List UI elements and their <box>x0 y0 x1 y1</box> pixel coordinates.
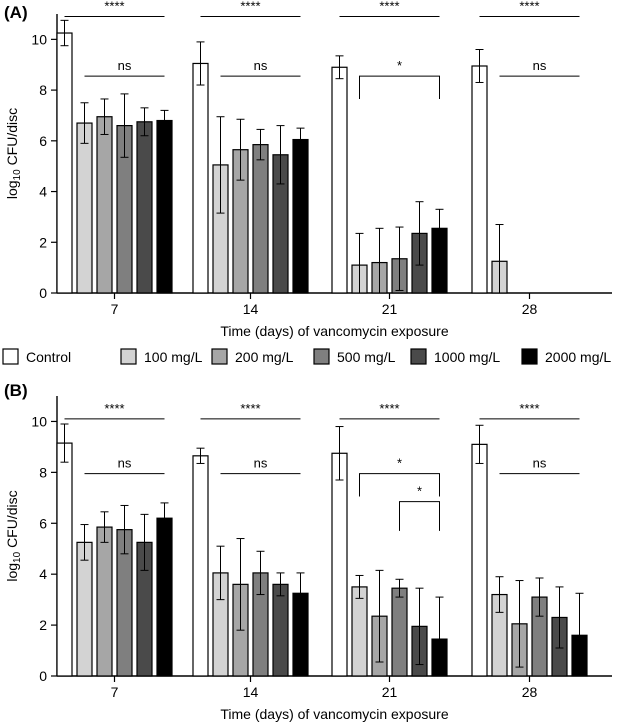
legend: Control 100 mg/L 200 mg/L 500 mg/L 1000 mg/L… <box>2 348 611 365</box>
y-tick-label: 8 <box>39 464 47 480</box>
x-tick-label: 28 <box>522 301 538 317</box>
significance-label: **** <box>240 0 260 14</box>
bar <box>331 452 348 677</box>
bar <box>156 517 173 677</box>
bar <box>331 66 348 294</box>
legend-label: 200 mg/L <box>235 349 294 365</box>
significance-label: * <box>397 456 402 471</box>
bar <box>76 541 93 677</box>
bar <box>56 32 73 294</box>
bar <box>136 121 153 294</box>
y-tick-label: 10 <box>31 31 47 47</box>
chart-panel-b: (B) 0 2 4 6 8 10 log10 CFU/disc Time (days) of v… <box>4 381 612 722</box>
y-tick-label: 6 <box>39 133 47 149</box>
y-axis-label: log10 CFU/disc <box>4 108 23 199</box>
significance-label: **** <box>104 0 124 14</box>
significance-label: ns <box>533 456 547 471</box>
legend-swatch <box>120 348 137 365</box>
bar <box>156 119 173 294</box>
significance-label: ns <box>254 58 268 73</box>
y-axis-label: log10 CFU/disc <box>4 490 23 581</box>
legend-swatch <box>211 348 228 365</box>
significance-label: ns <box>118 456 132 471</box>
legend-label: Control <box>26 349 71 365</box>
significance-label: **** <box>240 401 260 416</box>
significance-label: * <box>417 484 422 499</box>
bar <box>96 526 113 677</box>
bar <box>272 583 289 677</box>
bar <box>391 587 408 677</box>
legend-swatch <box>2 348 19 365</box>
bar <box>252 144 269 294</box>
y-tick-label: 0 <box>39 668 47 684</box>
legend-label: 1000 mg/L <box>434 349 500 365</box>
bar <box>471 65 488 294</box>
significance-label: **** <box>379 0 399 14</box>
y-tick-label: 2 <box>39 617 47 633</box>
significance-label: **** <box>379 401 399 416</box>
significance-label: ns <box>533 58 547 73</box>
significance-label: **** <box>519 0 539 14</box>
bar <box>192 455 209 677</box>
significance-bracket <box>399 501 440 531</box>
legend-label: 2000 mg/L <box>545 349 611 365</box>
panel-label: (A) <box>4 3 28 22</box>
chart-panel-a: (A) 0 2 4 6 8 10 log10 CFU/disc Time (days) of v… <box>4 0 612 339</box>
significance-label: **** <box>104 401 124 416</box>
legend-swatch <box>313 348 330 365</box>
x-axis-label: Time (days) of vancomycin exposure <box>220 323 448 339</box>
bar <box>192 62 209 294</box>
bar <box>76 122 93 294</box>
significance-label: **** <box>519 401 539 416</box>
x-tick-label: 28 <box>522 684 538 700</box>
bar <box>351 586 368 677</box>
x-tick-label: 14 <box>243 684 259 700</box>
y-tick-label: 6 <box>39 515 47 531</box>
y-tick-label: 10 <box>31 413 47 429</box>
x-tick-label: 7 <box>111 684 119 700</box>
significance-label: * <box>397 58 402 73</box>
bar <box>471 443 488 677</box>
y-tick-label: 8 <box>39 82 47 98</box>
panel-label: (B) <box>4 381 28 400</box>
x-tick-label: 7 <box>111 301 119 317</box>
significance-label: ns <box>254 456 268 471</box>
y-tick-label: 4 <box>39 566 47 582</box>
x-axis-label: Time (days) of vancomycin exposure <box>220 706 448 722</box>
significance-label: ns <box>118 58 132 73</box>
legend-label: 500 mg/L <box>337 349 396 365</box>
legend-label: 100 mg/L <box>144 349 203 365</box>
y-tick-label: 2 <box>39 234 47 250</box>
x-tick-label: 21 <box>382 301 398 317</box>
significance-bracket <box>359 75 440 99</box>
y-tick-label: 4 <box>39 184 47 200</box>
y-tick-label: 0 <box>39 285 47 301</box>
significance-bracket <box>359 473 440 497</box>
bar <box>56 442 73 677</box>
bar <box>292 138 309 294</box>
legend-swatch <box>410 348 427 365</box>
x-tick-label: 14 <box>243 301 259 317</box>
legend-swatch <box>521 348 538 365</box>
x-tick-label: 21 <box>382 684 398 700</box>
bar <box>96 116 113 294</box>
